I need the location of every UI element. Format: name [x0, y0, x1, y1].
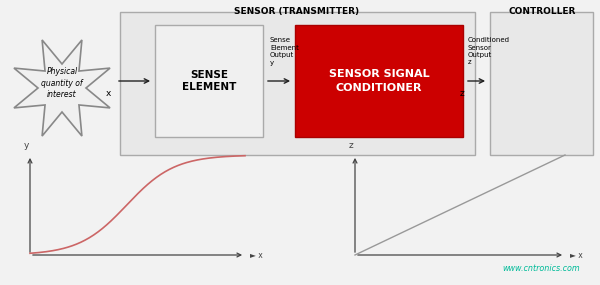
Text: SENSOR SIGNAL
CONDITIONER: SENSOR SIGNAL CONDITIONER	[329, 70, 430, 93]
Text: ► x: ► x	[250, 251, 263, 260]
Text: Sense
Element
Output
y: Sense Element Output y	[270, 37, 299, 66]
Text: Physical
quantity of
interest: Physical quantity of interest	[41, 67, 83, 99]
Text: SENSE
ELEMENT: SENSE ELEMENT	[182, 70, 236, 92]
Text: x: x	[106, 89, 110, 98]
Bar	[490, 12, 593, 155]
Bar	[120, 12, 475, 155]
Text: y: y	[23, 141, 29, 150]
Text: z: z	[349, 141, 353, 150]
Text: Conditioned
Sensor
Output
z: Conditioned Sensor Output z	[468, 37, 510, 66]
Text: z: z	[460, 89, 464, 98]
Bar	[295, 25, 463, 137]
Bar	[155, 25, 263, 137]
Text: www.cntronics.com: www.cntronics.com	[502, 264, 580, 273]
Polygon shape	[14, 40, 110, 136]
Text: ► x: ► x	[570, 251, 583, 260]
Text: CONTROLLER: CONTROLLER	[508, 7, 575, 16]
Text: SENSOR (TRANSMITTER): SENSOR (TRANSMITTER)	[235, 7, 359, 16]
